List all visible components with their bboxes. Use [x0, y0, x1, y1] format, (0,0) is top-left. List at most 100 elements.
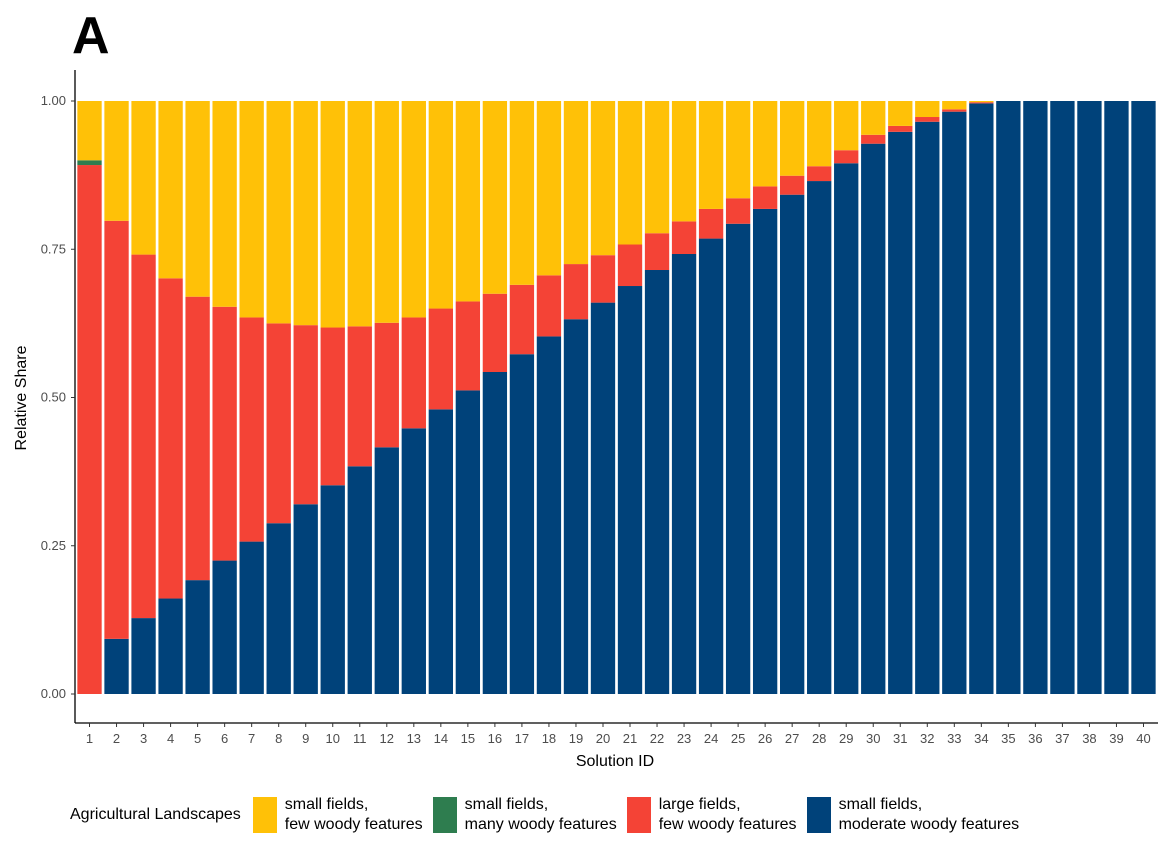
bar-segment: [645, 101, 669, 233]
x-tick-label: 2: [113, 731, 120, 746]
bar-segment: [240, 542, 264, 694]
legend-item: large fields, few woody features: [627, 795, 797, 835]
legend-label-line: small fields,: [839, 795, 1020, 815]
x-tick-label: 22: [650, 731, 664, 746]
bar-segment: [726, 101, 750, 198]
x-tick-label: 35: [1001, 731, 1015, 746]
bar-segment: [753, 101, 777, 186]
legend-item: small fields, moderate woody features: [807, 795, 1020, 835]
bar-segment: [1131, 101, 1155, 694]
legend-label: large fields, few woody features: [659, 795, 797, 835]
x-tick-label: 4: [167, 731, 174, 746]
y-axis: 0.000.250.500.751.00: [41, 70, 75, 723]
bar-segment: [267, 523, 291, 694]
bar-segment: [321, 328, 345, 486]
legend-label-line: many woody features: [465, 815, 617, 835]
bar-segment: [375, 101, 399, 323]
bar-segment: [969, 102, 993, 103]
x-tick-label: 36: [1028, 731, 1042, 746]
bar-segment: [807, 101, 831, 166]
bar-segment: [456, 301, 480, 390]
x-tick-label: 25: [731, 731, 745, 746]
bar-segment: [564, 264, 588, 319]
bar-segment: [104, 221, 128, 639]
bar-segment: [185, 101, 209, 297]
y-axis-title: Relative Share: [13, 345, 30, 450]
bar-segment: [131, 618, 155, 694]
bar-segment: [348, 326, 372, 466]
bar-segment: [1077, 101, 1101, 694]
bar-segment: [834, 150, 858, 163]
x-tick-label: 40: [1136, 731, 1150, 746]
bar-segment: [321, 485, 345, 694]
bar-segment: [780, 101, 804, 176]
x-tick-label: 10: [326, 731, 340, 746]
legend-item: small fields, few woody features: [253, 795, 423, 835]
x-tick-label: 39: [1109, 731, 1123, 746]
legend-label-line: large fields,: [659, 795, 797, 815]
bar-segment: [672, 254, 696, 694]
bar-segment: [402, 428, 426, 694]
bar-segment: [158, 101, 182, 278]
bar-segment: [212, 101, 236, 307]
x-tick-label: 27: [785, 731, 799, 746]
bar-segment: [402, 101, 426, 317]
legend-label: small fields, few woody features: [285, 795, 423, 835]
bar-segment: [564, 101, 588, 264]
bar-segment: [726, 198, 750, 223]
bar-segment: [212, 307, 236, 561]
legend-label-line: moderate woody features: [839, 815, 1020, 835]
x-tick-label: 21: [623, 731, 637, 746]
bar-segment: [591, 303, 615, 694]
legend-label: small fields, moderate woody features: [839, 795, 1020, 835]
x-tick-label: 34: [974, 731, 988, 746]
bar-segment: [618, 245, 642, 287]
bar-segment: [672, 221, 696, 254]
bar-segment: [131, 255, 155, 619]
y-tick-label: 0.50: [41, 390, 66, 405]
y-tick-label: 0.75: [41, 241, 66, 256]
bar-segment: [537, 336, 561, 694]
bar-segment: [321, 101, 345, 328]
y-tick-label: 1.00: [41, 93, 66, 108]
bar-segment: [915, 101, 939, 117]
x-tick-label: 1: [86, 731, 93, 746]
legend-key: [253, 797, 277, 833]
x-tick-label: 7: [248, 731, 255, 746]
bar-segment: [375, 323, 399, 448]
bar-segment: [1104, 101, 1128, 694]
bar-segment: [267, 323, 291, 523]
x-tick-label: 6: [221, 731, 228, 746]
x-axis: 1 2 3 4 5 6 7 8 9 10 11 12 13 14 15 16 17 18 19 20 21 22 23 24 2…: [75, 723, 1158, 746]
bar-segment: [942, 109, 966, 111]
bar-segment: [861, 135, 885, 144]
bar-segment: [104, 639, 128, 694]
bar-segment: [915, 122, 939, 694]
bar-segment: [618, 286, 642, 694]
bar-segment: [131, 101, 155, 255]
x-tick-label: 24: [704, 731, 718, 746]
bar-segment: [807, 181, 831, 694]
bar-segment: [699, 239, 723, 694]
bar-segment: [294, 101, 318, 325]
bar-segment: [969, 101, 993, 102]
bar-segment: [104, 101, 128, 221]
bar-segment: [77, 165, 101, 694]
bar-segment: [510, 354, 534, 694]
legend-item: small fields, many woody features: [433, 795, 617, 835]
x-tick-label: 18: [542, 731, 556, 746]
bar-segment: [158, 278, 182, 598]
bar-segment: [510, 285, 534, 354]
bar-segment: [240, 101, 264, 317]
x-tick-label: 19: [569, 731, 583, 746]
bar-segment: [483, 101, 507, 294]
x-tick-label: 13: [407, 731, 421, 746]
x-tick-label: 3: [140, 731, 147, 746]
bar-segment: [564, 319, 588, 694]
x-tick-label: 20: [596, 731, 610, 746]
legend-key: [807, 797, 831, 833]
bar-segment: [888, 126, 912, 132]
bar-segment: [726, 224, 750, 694]
bar-segment: [861, 144, 885, 694]
x-tick-label: 11: [353, 731, 367, 746]
